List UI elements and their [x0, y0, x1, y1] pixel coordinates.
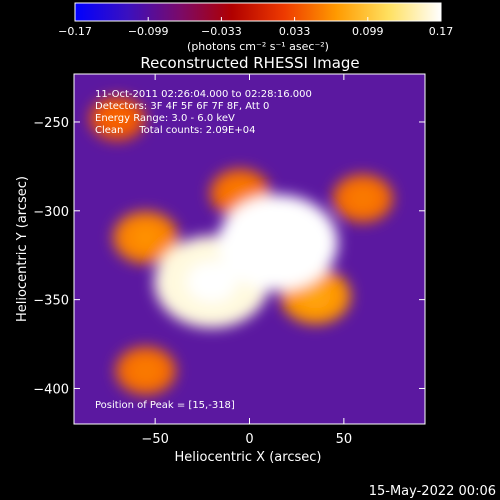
chart-title: Reconstructed RHESSI Image: [140, 54, 359, 72]
y-axis-label: Heliocentric Y (arcsec): [15, 176, 30, 322]
y-tick-label: −250: [33, 116, 69, 131]
colorbar: −0.17 −0.099 −0.033 0.033 0.099 0.17 (photons…: [58, 2, 453, 53]
x-tick-label: −50: [141, 432, 168, 447]
plot-date: 15-May-2022 00:06: [369, 484, 496, 499]
colorbar-unit-label: (photons cm⁻² s⁻¹ asec⁻²): [187, 40, 329, 53]
colorbar-tick-label: −0.17: [58, 25, 92, 38]
heatmap-source-core: [300, 283, 331, 309]
info-annotations: 11-Oct-2011 02:26:04.000 to 02:28:16.000…: [95, 89, 312, 136]
annotation-line: 11-Oct-2011 02:26:04.000 to 02:28:16.000: [95, 89, 312, 100]
x-tick-label: 0: [245, 432, 253, 447]
annotation-line: Detectors: 3F 4F 5F 6F 7F 8F, Att 0: [95, 101, 269, 112]
heatmap-source-core: [251, 221, 305, 265]
annotation-line: Energy Range: 3.0 - 6.0 keV: [95, 113, 235, 124]
y-axis-ticks: −250 −300 −350 −400: [33, 116, 425, 397]
x-axis-ticks: −50 0 50: [141, 74, 352, 447]
heatmap-source-core: [226, 182, 254, 204]
x-tick-label: 50: [336, 432, 353, 447]
colorbar-tick-label: −0.033: [201, 25, 242, 38]
colorbar-tick-label: −0.099: [128, 25, 169, 38]
colorbar-tick-label: 0.099: [352, 25, 384, 38]
colorbar-tick-label: 0.17: [429, 25, 454, 38]
y-tick-label: −400: [33, 382, 69, 397]
heatmap-plot: [74, 74, 425, 424]
colorbar-ticks: −0.17 −0.099 −0.033 0.033 0.099 0.17: [58, 17, 453, 38]
x-axis-label: Heliocentric X (arcsec): [175, 450, 322, 465]
heatmap-source-core: [349, 187, 376, 210]
heatmap-source-core: [132, 359, 159, 382]
annotation-line: Clean Total counts: 2.09E+04: [95, 125, 255, 136]
heatmap-source-core: [186, 261, 238, 303]
heatmap-image: [89, 96, 393, 395]
heatmap-source-core: [131, 225, 161, 250]
colorbar-gradient: [74, 2, 442, 22]
colorbar-tick-label: 0.033: [279, 25, 311, 38]
y-tick-label: −350: [33, 294, 69, 309]
y-tick-label: −300: [33, 205, 69, 220]
heatmap-source-core: [105, 108, 130, 129]
peak-position-label: Position of Peak = [15,-318]: [95, 400, 235, 411]
